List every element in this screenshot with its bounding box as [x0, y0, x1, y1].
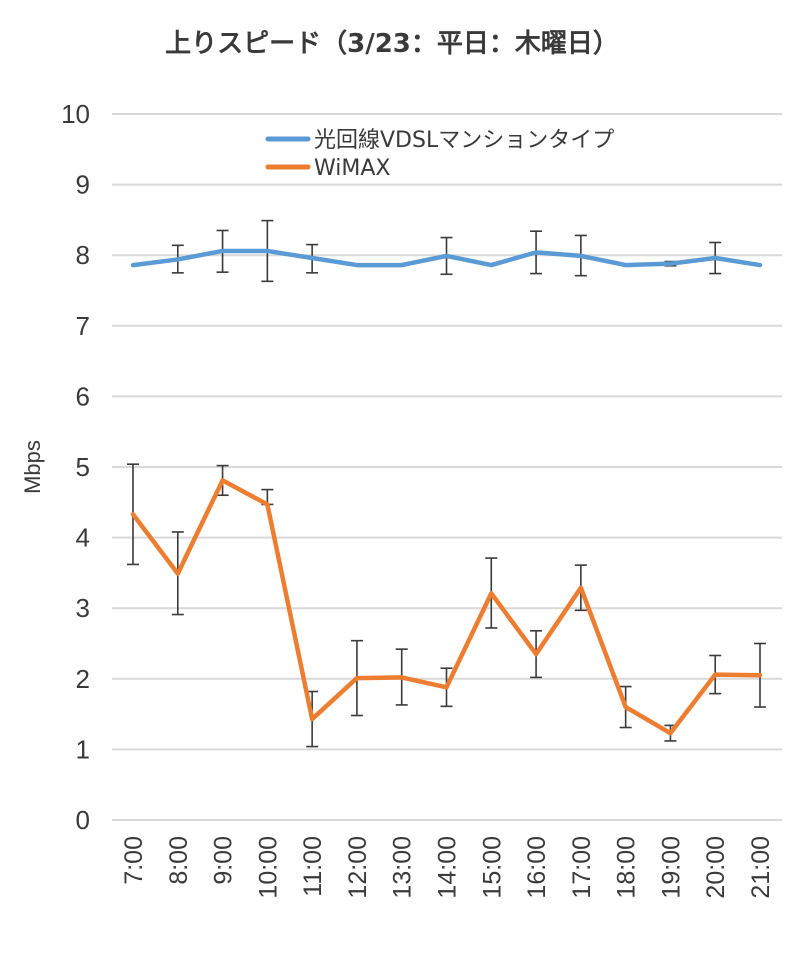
chart-title: 上りスピード（3/23：平日：木曜日） [165, 29, 619, 59]
data-point [131, 263, 135, 267]
data-point [668, 262, 672, 266]
data-point [445, 685, 448, 689]
series-0 [130, 219, 763, 283]
data-point [221, 478, 225, 482]
x-tick-label-1100: 11:00 [299, 836, 327, 897]
data-point [534, 250, 538, 254]
x-tick-label-1500: 15:00 [478, 836, 506, 899]
y-tick-label-9: 9 [76, 170, 90, 200]
data-point [221, 249, 225, 253]
x-axis-ticks: 7:00 8:00 9:00 10:00 11:00 12:00 13:00 14:00 15:… [120, 836, 775, 899]
data-point [534, 652, 538, 656]
y-tick-label-0: 0 [76, 805, 90, 835]
x-tick-label-1400: 14:00 [434, 836, 462, 899]
data-point [668, 731, 672, 735]
x-tick-label-1000: 10:00 [254, 836, 282, 899]
x-tick-label-1600: 16:00 [523, 836, 551, 899]
data-point [445, 254, 448, 258]
data-point [713, 256, 717, 260]
x-tick-label-1800: 18:00 [613, 836, 641, 899]
y-tick-label-4: 4 [76, 523, 90, 553]
data-point [265, 249, 269, 253]
y-tick-label-7: 7 [76, 311, 90, 341]
data-point [176, 257, 180, 261]
legend-label-wimax: WiMAX [314, 156, 390, 181]
data-point [489, 591, 493, 595]
data-point [624, 705, 628, 709]
x-tick-label-900: 9:00 [210, 836, 238, 885]
data-point [758, 673, 762, 677]
gridlines [112, 113, 782, 821]
data-point [355, 676, 359, 680]
data-point [310, 717, 314, 721]
data-point [624, 263, 628, 267]
y-tick-label-3: 3 [76, 593, 90, 623]
x-tick-label-1700: 17:00 [568, 836, 596, 899]
x-tick-label-800: 8:00 [165, 836, 193, 885]
legend: 光回線VDSLマンションタイプ WiMAX [265, 128, 614, 181]
x-tick-label-1200: 12:00 [344, 836, 372, 899]
x-tick-label-2000: 20:00 [702, 836, 730, 899]
data-point [579, 254, 583, 258]
data-point [400, 675, 404, 679]
data-point [265, 502, 269, 506]
data-point [713, 673, 717, 677]
data-point [758, 263, 762, 267]
data-point [489, 263, 493, 267]
data-point [131, 512, 135, 516]
data-point [355, 263, 359, 267]
data-point [310, 256, 314, 260]
y-tick-label-6: 6 [76, 381, 90, 411]
y-axis-ticks: 0 1 2 3 4 5 6 7 8 9 10 [61, 99, 90, 835]
legend-label-fiber: 光回線VDSLマンションタイプ [314, 128, 614, 153]
x-tick-label-700: 7:00 [120, 836, 148, 885]
data-point [176, 572, 180, 576]
series-1 [127, 463, 766, 748]
y-tick-label-2: 2 [76, 664, 90, 694]
series-layer [127, 219, 766, 748]
y-tick-label-1: 1 [76, 734, 90, 764]
x-tick-label-1900: 19:00 [657, 836, 685, 899]
x-tick-label-1300: 13:00 [389, 836, 417, 899]
y-tick-label-8: 8 [76, 240, 90, 270]
y-tick-label-5: 5 [76, 452, 90, 482]
data-point [579, 586, 583, 590]
x-tick-label-2100: 21:00 [747, 836, 775, 899]
y-tick-label-10: 10 [61, 99, 90, 129]
data-point [400, 263, 404, 267]
y-axis-label: Mbps [20, 440, 45, 494]
